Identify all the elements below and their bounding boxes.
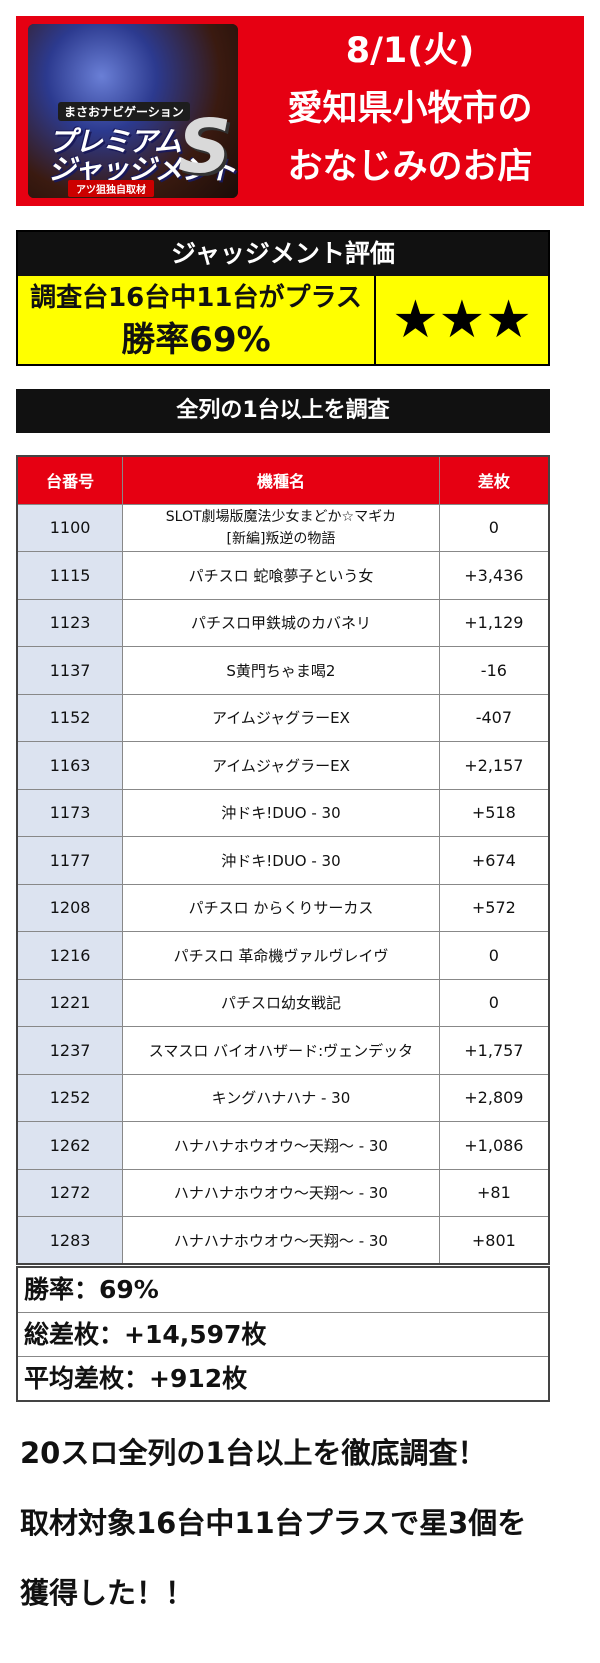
coin-difference: +81: [438, 1168, 550, 1217]
column-header-machine: 機種名: [122, 455, 440, 505]
machine-number: 1115: [16, 551, 124, 600]
machine-number: 1163: [16, 741, 124, 790]
table-row: 1262 ハナハナホウオウ～天翔～ - 30 +1,086: [16, 1121, 550, 1170]
coin-difference: +2,157: [438, 741, 550, 790]
judgement-box: ジャッジメント評価 調査台16台中11台がプラス 勝率69% ★★★: [16, 230, 550, 366]
column-header-diff: 差枚: [438, 455, 550, 505]
section-title: 全列の1台以上を調査: [16, 389, 550, 433]
table-row: 1115 パチスロ 蛇喰夢子という女 +3,436: [16, 551, 550, 600]
machine-number: 1177: [16, 836, 124, 885]
judgement-result-line1: 調査台16台中11台がプラス: [30, 283, 362, 313]
table-row: 1137 S黄門ちゃま喝2 -16: [16, 646, 550, 695]
machine-name: S黄門ちゃま喝2: [122, 646, 440, 695]
logo-title-line1: プレミアム: [48, 125, 182, 158]
coin-difference: +1,086: [438, 1121, 550, 1170]
machine-name: パチスロ 蛇喰夢子という女: [122, 551, 440, 600]
table-row: 1272 ハナハナホウオウ～天翔～ - 30 +81: [16, 1168, 550, 1217]
coin-difference: -407: [438, 693, 550, 742]
machine-name: ハナハナホウオウ～天翔～ - 30: [122, 1121, 440, 1170]
machine-number: 1152: [16, 693, 124, 742]
summary-average-diff: 平均差枚：+912枚: [18, 1356, 548, 1400]
header-banner: まさおナビゲーション プレミアム ジャッジメント S アツ狙独自取材 8/1(火…: [16, 16, 584, 206]
star-rating: ★★★: [376, 276, 548, 364]
machine-name-line1: SLOT劇場版魔法少女まどか☆マギカ: [165, 508, 397, 525]
coin-difference: -16: [438, 646, 550, 695]
banner-store: おなじみのお店: [287, 147, 533, 187]
coin-difference: 0: [438, 503, 550, 552]
coin-difference: +674: [438, 836, 550, 885]
coin-difference: 0: [438, 931, 550, 980]
machine-name: アイムジャグラーEX: [122, 693, 440, 742]
logo-s-mark: S: [178, 104, 232, 190]
machine-name: パチスロ幼女戦記: [122, 978, 440, 1027]
premium-judgement-logo: まさおナビゲーション プレミアム ジャッジメント S アツ狙独自取材: [28, 24, 238, 198]
machine-name: 沖ドキ!DUO - 30: [122, 836, 440, 885]
table-row: 1237 スマスロ バイオハザード:ヴェンデッタ +1,757: [16, 1026, 550, 1075]
table-row: 1163 アイムジャグラーEX +2,157: [16, 741, 550, 790]
machine-name: パチスロ からくりサーカス: [122, 883, 440, 932]
machine-number: 1252: [16, 1073, 124, 1122]
machine-name: ハナハナホウオウ～天翔～ - 30: [122, 1216, 440, 1265]
banner-heading: 8/1(火) 愛知県小牧市の おなじみのお店: [240, 22, 580, 196]
machine-name: 沖ドキ!DUO - 30: [122, 788, 440, 837]
coin-difference: +2,809: [438, 1073, 550, 1122]
banner-date: 8/1(火): [345, 31, 475, 71]
banner-location: 愛知県小牧市の: [287, 89, 533, 129]
column-header-number: 台番号: [16, 455, 124, 505]
coin-difference: +1,757: [438, 1026, 550, 1075]
table-row: 1152 アイムジャグラーEX -407: [16, 693, 550, 742]
result-table: 台番号 機種名 差枚 1100 SLOT劇場版魔法少女まどか☆マギカ [新編]叛逆の…: [16, 455, 550, 1265]
machine-name: キングハナハナ - 30: [122, 1073, 440, 1122]
machine-number: 1262: [16, 1121, 124, 1170]
machine-name: ハナハナホウオウ～天翔～ - 30: [122, 1168, 440, 1217]
table-row: 1123 パチスロ甲鉄城のカバネリ +1,129: [16, 598, 550, 647]
footer-line2: 取材対象16台中11台プラスで星3個を: [20, 1506, 527, 1540]
machine-number: 1173: [16, 788, 124, 837]
judgement-win-rate: 勝率69%: [121, 320, 271, 360]
machine-number: 1100: [16, 503, 124, 552]
table-row: 1252 キングハナハナ - 30 +2,809: [16, 1073, 550, 1122]
machine-name: パチスロ 革命機ヴァルヴレイヴ: [122, 931, 440, 980]
coin-difference: +801: [438, 1216, 550, 1265]
summary-box: 勝率：69% 総差枚：+14,597枚 平均差枚：+912枚: [16, 1266, 550, 1402]
machine-number: 1208: [16, 883, 124, 932]
table-row: 1216 パチスロ 革命機ヴァルヴレイヴ 0: [16, 931, 550, 980]
footer-text: 20スロ全列の1台以上を徹底調査！ 取材対象16台中11台プラスで星3個を 獲得…: [20, 1418, 580, 1628]
machine-name: アイムジャグラーEX: [122, 741, 440, 790]
coin-difference: +3,436: [438, 551, 550, 600]
machine-number: 1221: [16, 978, 124, 1027]
coin-difference: +518: [438, 788, 550, 837]
machine-name-line2: [新編]叛逆の物語: [226, 530, 336, 547]
summary-win-rate: 勝率：69%: [24, 1275, 159, 1304]
summary-total-diff: 総差枚：+14,597枚: [18, 1312, 548, 1356]
table-row: 1283 ハナハナホウオウ～天翔～ - 30 +801: [16, 1216, 550, 1265]
table-row: 1100 SLOT劇場版魔法少女まどか☆マギカ [新編]叛逆の物語 0: [16, 503, 550, 552]
footer-line3: 獲得した！！: [20, 1576, 195, 1610]
machine-number: 1272: [16, 1168, 124, 1217]
coin-difference: +1,129: [438, 598, 550, 647]
machine-number: 1237: [16, 1026, 124, 1075]
judgement-result: 調査台16台中11台がプラス 勝率69%: [18, 276, 376, 364]
table-row: 1177 沖ドキ!DUO - 30 +674: [16, 836, 550, 885]
coin-difference: +572: [438, 883, 550, 932]
footer-line1: 20スロ全列の1台以上を徹底調査！: [20, 1436, 487, 1470]
table-row: 1221 パチスロ幼女戦記 0: [16, 978, 550, 1027]
coin-difference: 0: [438, 978, 550, 1027]
table-row: 1173 沖ドキ!DUO - 30 +518: [16, 788, 550, 837]
judgement-header: ジャッジメント評価: [18, 232, 548, 276]
machine-number: 1137: [16, 646, 124, 695]
logo-tag: アツ狙独自取材: [68, 180, 154, 197]
table-row: 1208 パチスロ からくりサーカス +572: [16, 883, 550, 932]
machine-number: 1123: [16, 598, 124, 647]
machine-name: SLOT劇場版魔法少女まどか☆マギカ [新編]叛逆の物語: [122, 503, 440, 552]
machine-name: パチスロ甲鉄城のカバネリ: [122, 598, 440, 647]
logo-subtitle: まさおナビゲーション: [58, 102, 190, 121]
machine-number: 1283: [16, 1216, 124, 1265]
machine-name: スマスロ バイオハザード:ヴェンデッタ: [122, 1026, 440, 1075]
machine-number: 1216: [16, 931, 124, 980]
